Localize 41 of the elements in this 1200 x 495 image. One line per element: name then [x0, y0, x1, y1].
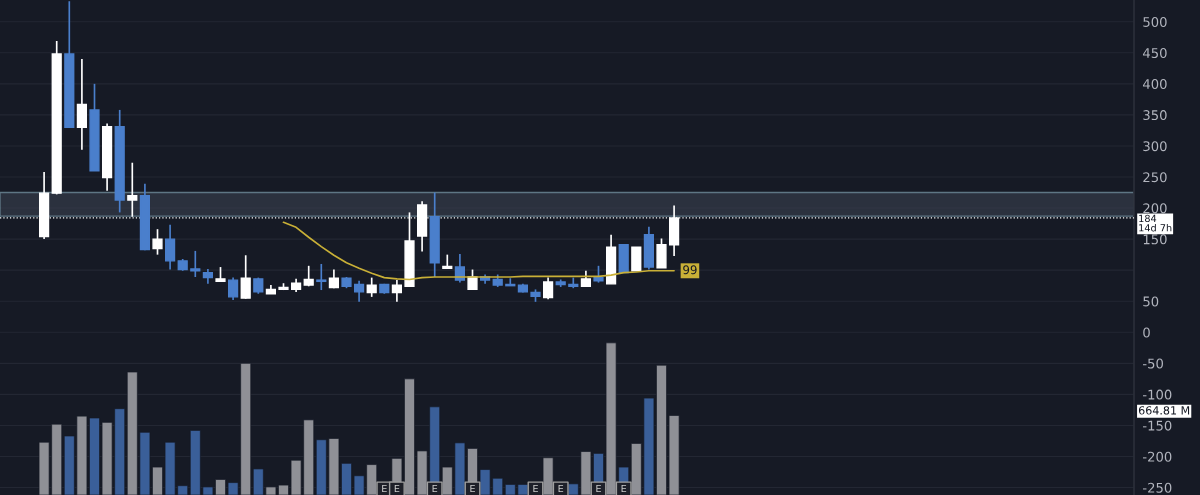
- data-label: E: [596, 485, 601, 493]
- y-tick-label: -200: [1142, 451, 1172, 462]
- y-tick-label: 350: [1143, 110, 1167, 121]
- candlestick: [227, 276, 239, 301]
- y-tick-label: 50: [1143, 296, 1159, 307]
- ref-line-label: 184 14d 7h: [1139, 214, 1172, 232]
- candlestick: [190, 250, 201, 278]
- y-tick-label: 200: [1143, 203, 1167, 214]
- data-label: E: [558, 485, 564, 493]
- candlestick: [316, 263, 327, 291]
- candlestick: [542, 276, 554, 301]
- y-tick-label: 300: [1143, 141, 1167, 152]
- y-tick-label: 0: [1143, 327, 1150, 338]
- data-label: E: [470, 485, 475, 493]
- candlestick: [353, 279, 365, 303]
- data-label: E: [432, 485, 438, 493]
- y-tick-label: -150: [1142, 420, 1172, 431]
- y-tick-label: 500: [1143, 16, 1167, 27]
- text: 664.81 M: [1138, 406, 1190, 415]
- candlestick: [442, 253, 453, 270]
- y-tick-label: -250: [1142, 482, 1172, 493]
- y-tick-label: -50: [1142, 358, 1164, 369]
- data-label: E: [394, 485, 400, 493]
- y-tick-label: 150: [1143, 234, 1167, 245]
- candlestick: [240, 254, 251, 300]
- data-label: E: [621, 485, 627, 493]
- candlestick: [631, 246, 642, 272]
- y-tick-label: -100: [1142, 389, 1172, 400]
- data-label: E: [382, 485, 387, 493]
- y-tick-label: 450: [1142, 48, 1167, 58]
- data-label: E: [533, 485, 538, 493]
- y-tick-label: 400: [1142, 79, 1167, 90]
- candlestick: [391, 279, 403, 303]
- candlestick: [76, 58, 88, 151]
- y-tick-label: 250: [1143, 172, 1167, 183]
- candlestick: [164, 223, 176, 271]
- candlestick: [656, 237, 667, 269]
- candlestick: [152, 228, 163, 256]
- candlestick: [366, 276, 377, 298]
- data-label: 99: [683, 265, 697, 275]
- candlestick: [467, 268, 478, 291]
